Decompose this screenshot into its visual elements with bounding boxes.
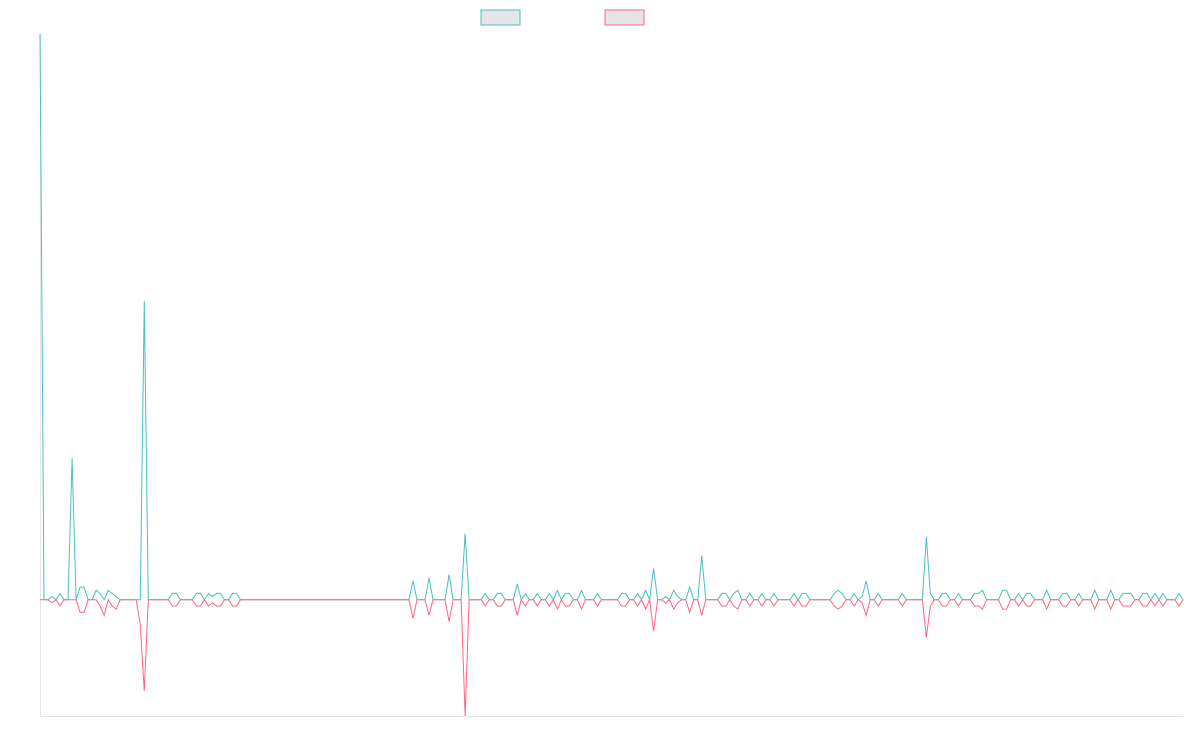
series-line-2 [40,597,1184,717]
series-line-1 [39,33,1184,602]
legend-swatch-1[interactable] [480,9,521,26]
chart-legend [480,9,645,26]
chart-axes [40,34,1183,717]
legend-swatch-2[interactable] [604,9,645,26]
series-layer [39,33,1184,717]
